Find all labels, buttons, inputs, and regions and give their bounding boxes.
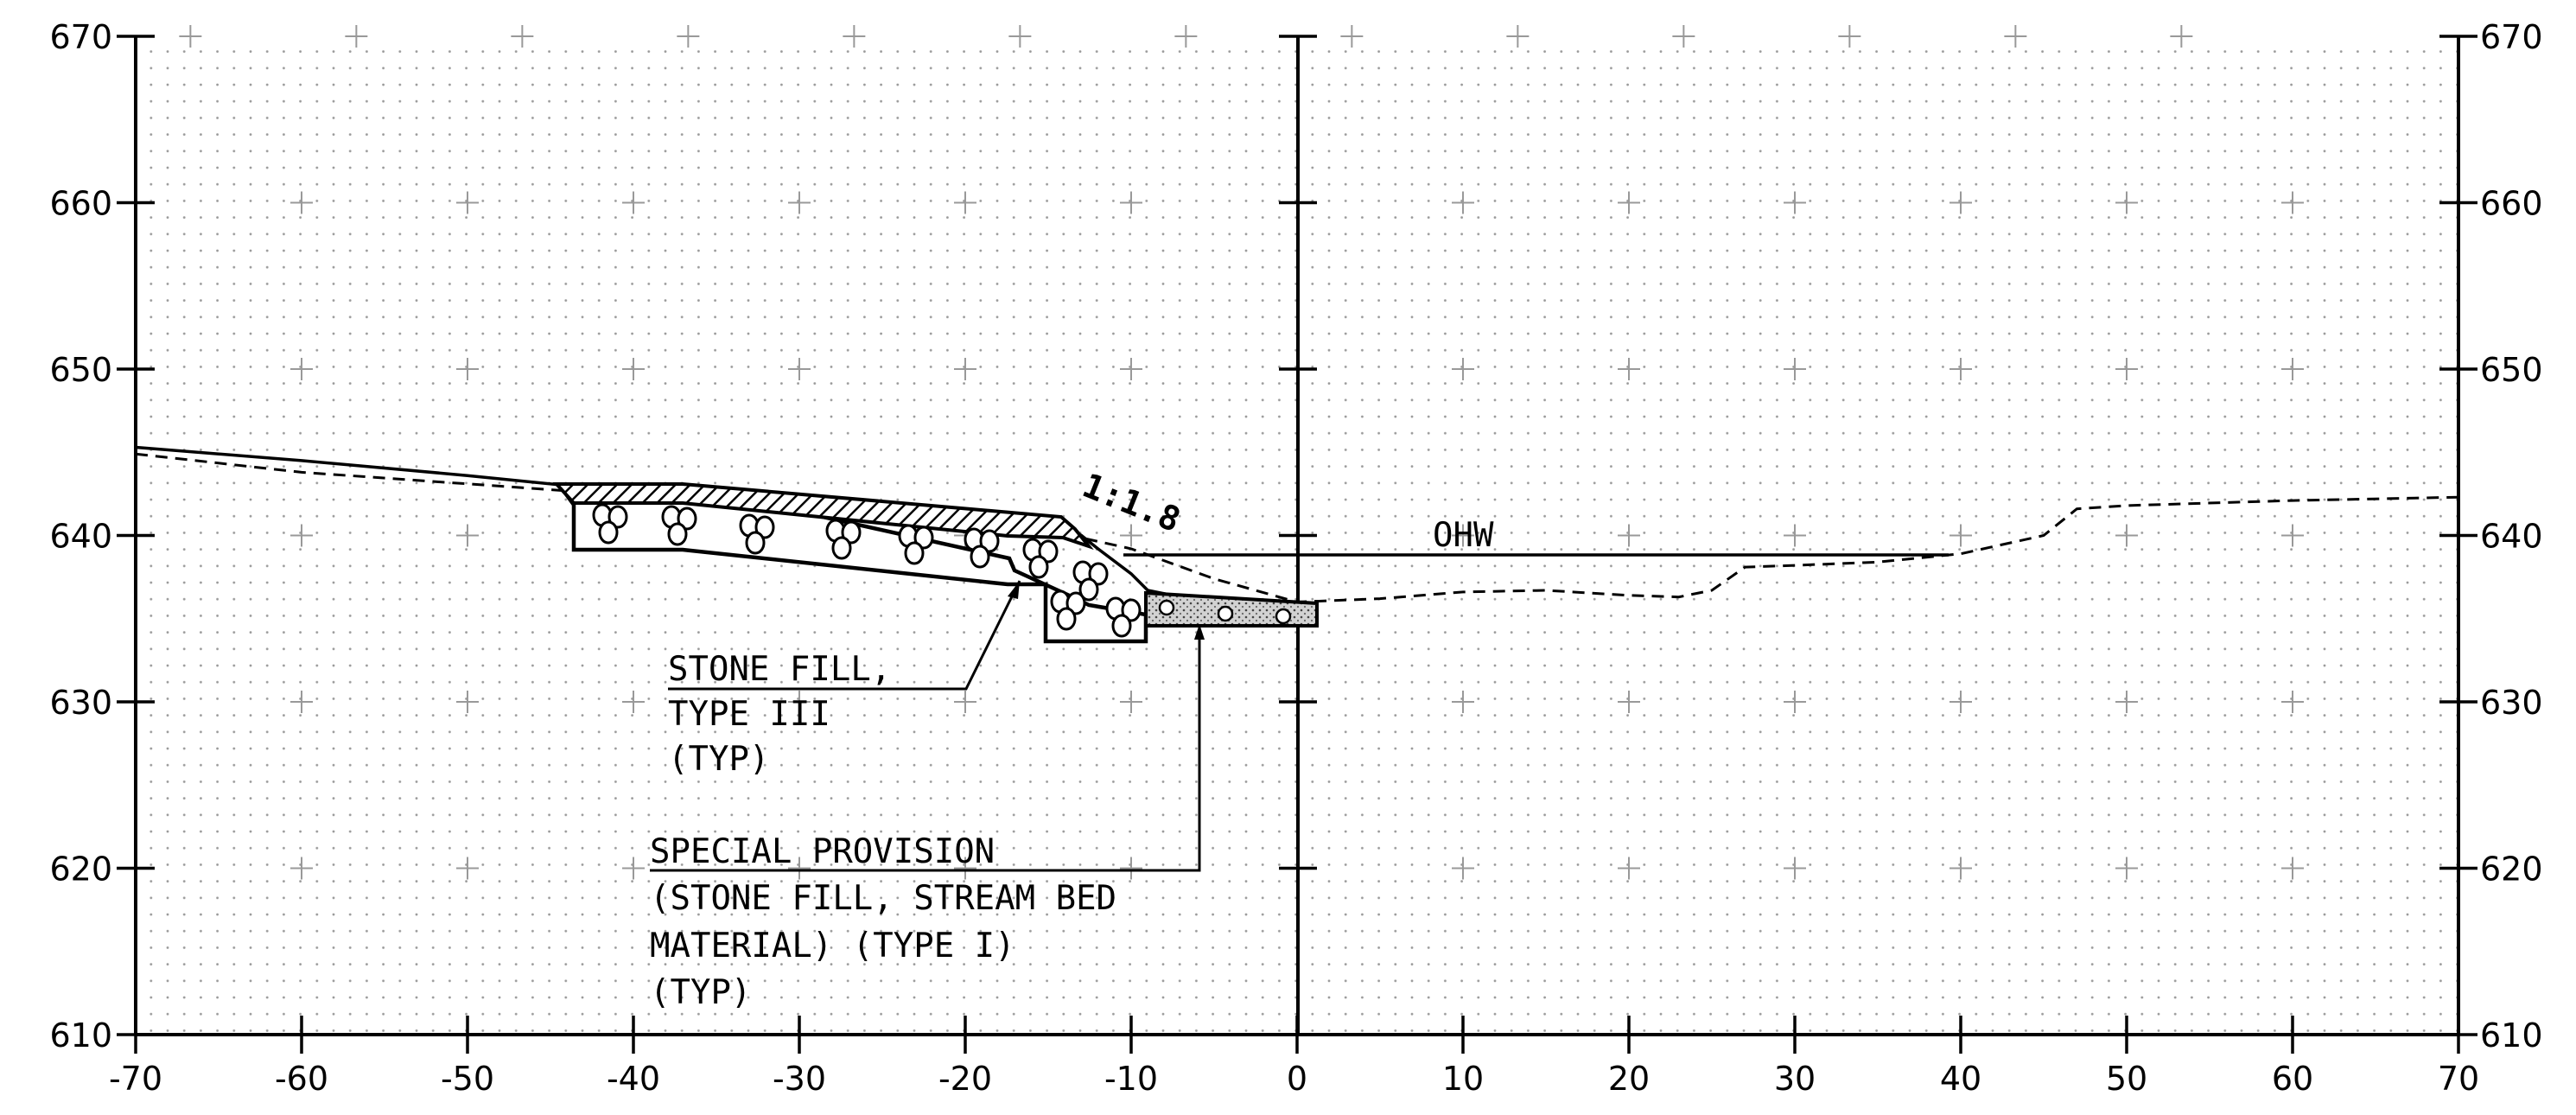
stone-fill-leader <box>668 580 1021 691</box>
stone-cluster <box>898 524 934 565</box>
ohw-label: OHW <box>1433 516 1494 555</box>
y-tick-label-left: 640 <box>49 518 112 556</box>
x-tick-label: 50 <box>2106 1060 2147 1098</box>
x-tick-label: 40 <box>1940 1060 1981 1098</box>
y-tick-label-right: 630 <box>2480 684 2543 722</box>
stone-cluster <box>739 513 775 555</box>
stone <box>677 507 697 531</box>
y-tick-label-right: 650 <box>2480 351 2543 389</box>
stone <box>754 515 775 539</box>
stone <box>598 520 619 545</box>
x-tick-label: -20 <box>938 1060 992 1098</box>
stream-bed-stones <box>1158 599 1292 625</box>
x-axis-labels: -70 -60 -50 -40 -30 -20 -10 0 10 20 30 40 50 60 70 <box>109 1060 2479 1098</box>
x-tick-label: 60 <box>2272 1060 2313 1098</box>
stone-fill-note-line-1: STONE FILL, <box>668 650 891 689</box>
axis-ticks <box>117 35 2477 1054</box>
stone-symbols <box>592 503 1142 638</box>
stone <box>979 529 1000 553</box>
stone-cluster <box>825 519 862 560</box>
stone-cluster <box>964 527 1000 569</box>
stone <box>1121 598 1142 622</box>
stone-fill-type-iii <box>556 483 1148 644</box>
x-tick-label: -10 <box>1104 1060 1158 1098</box>
special-provision-leader <box>650 624 1201 872</box>
left-elevation-labels: 670 660 650 640 630 620 610 <box>49 18 112 1054</box>
x-tick-label: 10 <box>1442 1060 1484 1098</box>
stone-cluster <box>1050 589 1086 631</box>
special-provision-note-line-1: SPECIAL PROVISION <box>650 832 995 871</box>
stone-cluster <box>1022 538 1059 579</box>
stone <box>607 505 628 529</box>
special-provision-note-line-3: MATERIAL) (TYPE I) <box>650 927 1015 965</box>
stone <box>1038 539 1059 564</box>
x-tick-label: -40 <box>607 1060 660 1098</box>
stone <box>970 545 990 569</box>
topsoil-hatch-strip <box>552 482 1094 551</box>
y-tick-label-left: 650 <box>49 351 112 389</box>
stone <box>913 526 934 550</box>
stone <box>1065 591 1086 615</box>
special-provision-arrowhead <box>1194 624 1205 640</box>
y-tick-label-right: 620 <box>2480 851 2543 889</box>
x-tick-label: 70 <box>2438 1060 2479 1098</box>
x-tick-label: 20 <box>1608 1060 1650 1098</box>
x-tick-label: 30 <box>1774 1060 1816 1098</box>
y-tick-label-right: 640 <box>2480 518 2543 556</box>
stone <box>904 541 925 565</box>
stone-fill-note-line-3: (TYP) <box>668 740 769 779</box>
special-provision-note-line-2: (STONE FILL, STREAM BED <box>650 879 1116 918</box>
y-tick-label-left: 620 <box>49 851 112 889</box>
stone <box>1111 614 1132 638</box>
stone <box>841 520 862 545</box>
y-tick-label-left: 660 <box>49 185 112 223</box>
x-tick-label: -60 <box>275 1060 328 1098</box>
grid-crosses <box>179 25 2304 880</box>
y-tick-label-left: 610 <box>49 1016 112 1054</box>
stone-cluster <box>1072 560 1109 602</box>
y-tick-label-right: 610 <box>2480 1016 2543 1054</box>
stone-cluster <box>1105 596 1142 638</box>
x-tick-label: -30 <box>773 1060 826 1098</box>
stone-fill-note-line-2: TYPE III <box>668 695 830 734</box>
y-tick-label-right: 670 <box>2480 18 2543 56</box>
stone <box>1078 577 1099 602</box>
y-tick-label-right: 660 <box>2480 185 2543 223</box>
stone <box>831 536 852 560</box>
x-tick-label: 0 <box>1287 1060 1307 1098</box>
special-provision-note-line-4: (TYP) <box>650 973 751 1012</box>
stone <box>667 522 688 546</box>
x-tick-label: -50 <box>441 1060 494 1098</box>
y-tick-label-left: 670 <box>49 18 112 56</box>
right-elevation-labels: 670 660 650 640 630 620 610 <box>2480 18 2543 1054</box>
stone <box>1056 607 1077 631</box>
stone-fill-arrowhead <box>1008 581 1020 599</box>
stone <box>1028 555 1049 579</box>
x-tick-label: -70 <box>109 1060 162 1098</box>
stone-cluster <box>592 503 628 545</box>
stone <box>745 531 766 555</box>
stone <box>1088 562 1109 586</box>
stone-cluster <box>661 505 697 546</box>
y-tick-label-left: 630 <box>49 684 112 722</box>
